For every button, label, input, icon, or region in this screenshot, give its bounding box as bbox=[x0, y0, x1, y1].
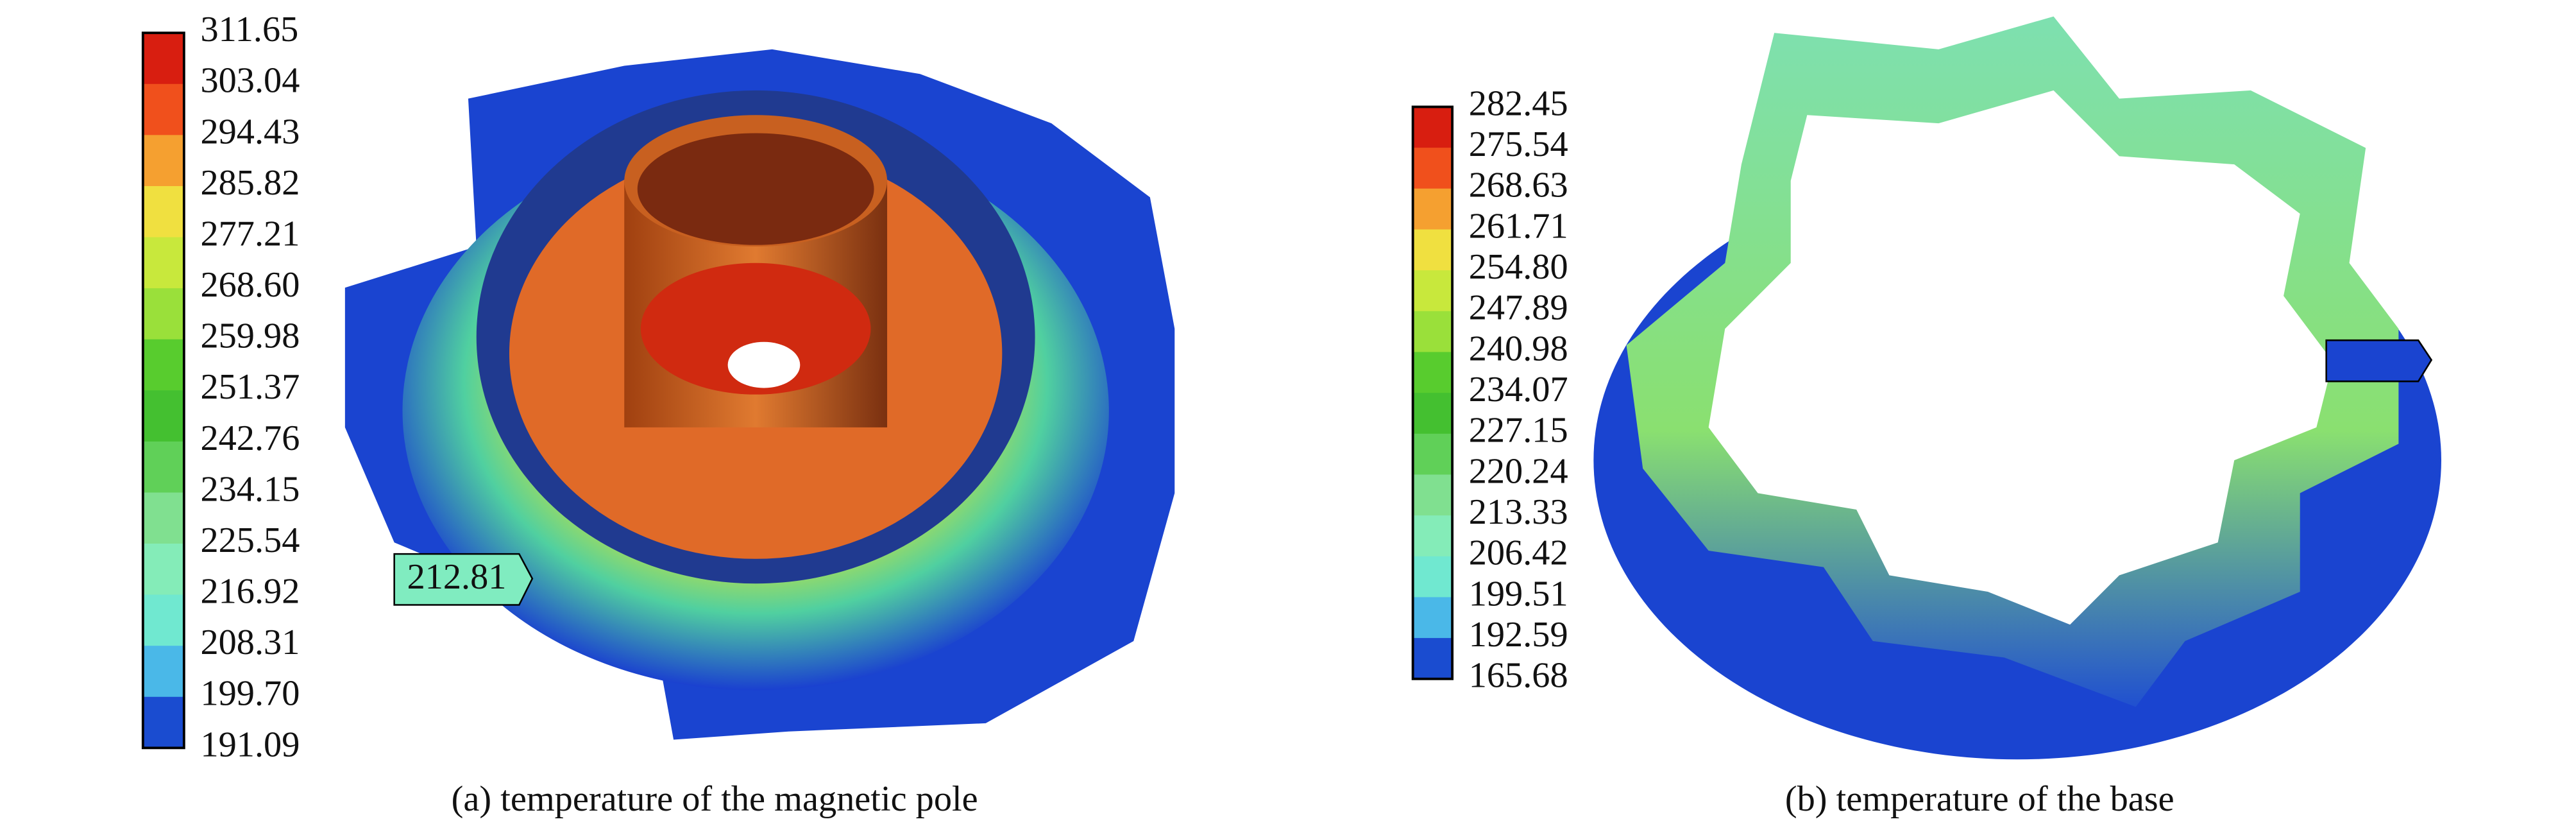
colorbar-segment bbox=[142, 594, 184, 646]
colorbar-label: 311.65 bbox=[200, 10, 298, 49]
probe-box bbox=[393, 553, 534, 606]
colorbar-label: 165.68 bbox=[1469, 656, 1568, 696]
colorbar-label: 285.82 bbox=[200, 163, 300, 203]
colorbar-label: 199.51 bbox=[1469, 574, 1568, 614]
colorbar-segment bbox=[142, 83, 184, 136]
colorbar-label: 268.63 bbox=[1469, 166, 1568, 205]
colorbar-label: 192.59 bbox=[1469, 615, 1568, 655]
colorbar-label: 282.45 bbox=[1469, 83, 1568, 123]
colorbar-segment bbox=[142, 339, 184, 391]
colorbar-label: 259.98 bbox=[200, 316, 300, 356]
colorbar-segment bbox=[142, 696, 184, 749]
colorbar-segment bbox=[1412, 188, 1453, 230]
colorbar-segment bbox=[1412, 393, 1453, 435]
colorbar-label: 242.76 bbox=[200, 418, 300, 458]
colorbar-segment bbox=[142, 544, 184, 596]
colorbar-label: 234.15 bbox=[200, 469, 300, 509]
colorbar-label: 277.21 bbox=[200, 214, 300, 254]
caption: (a) temperature of the magnetic pole bbox=[452, 779, 978, 819]
colorbar-label: 206.42 bbox=[1469, 533, 1568, 573]
colorbar-segment bbox=[1412, 433, 1453, 476]
colorbar-segment bbox=[142, 288, 184, 340]
colorbar-segment bbox=[142, 390, 184, 442]
colorbar-label: 247.89 bbox=[1469, 288, 1568, 328]
colorbar-segment bbox=[1412, 515, 1453, 557]
colorbar-segment bbox=[142, 135, 184, 187]
colorbar-label: 199.70 bbox=[200, 674, 300, 714]
colorbar-label: 303.04 bbox=[200, 61, 300, 101]
colorbar-segment bbox=[142, 33, 184, 85]
colorbar-label: 251.37 bbox=[200, 367, 300, 407]
colorbar-segment bbox=[142, 441, 184, 494]
colorbar-label: 240.98 bbox=[1469, 329, 1568, 368]
colorbar-label: 268.60 bbox=[200, 265, 300, 305]
colorbar-segment bbox=[1412, 474, 1453, 516]
colorbar-label: 227.15 bbox=[1469, 411, 1568, 451]
colorbar-segment bbox=[1412, 556, 1453, 598]
colorbar-segment bbox=[142, 646, 184, 698]
colorbar-label: 191.09 bbox=[200, 725, 300, 764]
caption: (b) temperature of the base bbox=[1785, 779, 2174, 819]
colorbar-label: 220.24 bbox=[1469, 451, 1568, 491]
base-render bbox=[1593, 16, 2441, 760]
colorbar-label: 294.43 bbox=[200, 112, 300, 151]
colorbar-label: 234.07 bbox=[1469, 370, 1568, 409]
colorbar-label: 216.92 bbox=[200, 572, 300, 612]
probe-label: 212.81 bbox=[407, 557, 507, 597]
colorbar-segment bbox=[1412, 597, 1453, 639]
colorbar-label: 254.80 bbox=[1469, 247, 1568, 287]
colorbar-segment bbox=[1412, 107, 1453, 148]
colorbar-segment bbox=[1412, 148, 1453, 189]
colorbar-label: 225.54 bbox=[200, 521, 300, 560]
colorbar-label: 261.71 bbox=[1469, 206, 1568, 246]
colorbar-label: 275.54 bbox=[1469, 125, 1568, 164]
colorbar-segment bbox=[1412, 270, 1453, 312]
colorbar-label: 213.33 bbox=[1469, 492, 1568, 532]
colorbar-segment bbox=[142, 237, 184, 289]
colorbar-frame bbox=[141, 31, 185, 750]
colorbar-segment bbox=[1412, 311, 1453, 353]
colorbar-segment bbox=[1412, 352, 1453, 393]
colorbar-segment bbox=[1412, 229, 1453, 271]
colorbar-segment bbox=[142, 492, 184, 544]
colorbar-label: 208.31 bbox=[200, 623, 300, 662]
pole-render bbox=[344, 49, 1175, 740]
colorbar-frame bbox=[1411, 105, 1454, 680]
colorbar-segment bbox=[142, 185, 184, 238]
colorbar-segment bbox=[1412, 638, 1453, 680]
